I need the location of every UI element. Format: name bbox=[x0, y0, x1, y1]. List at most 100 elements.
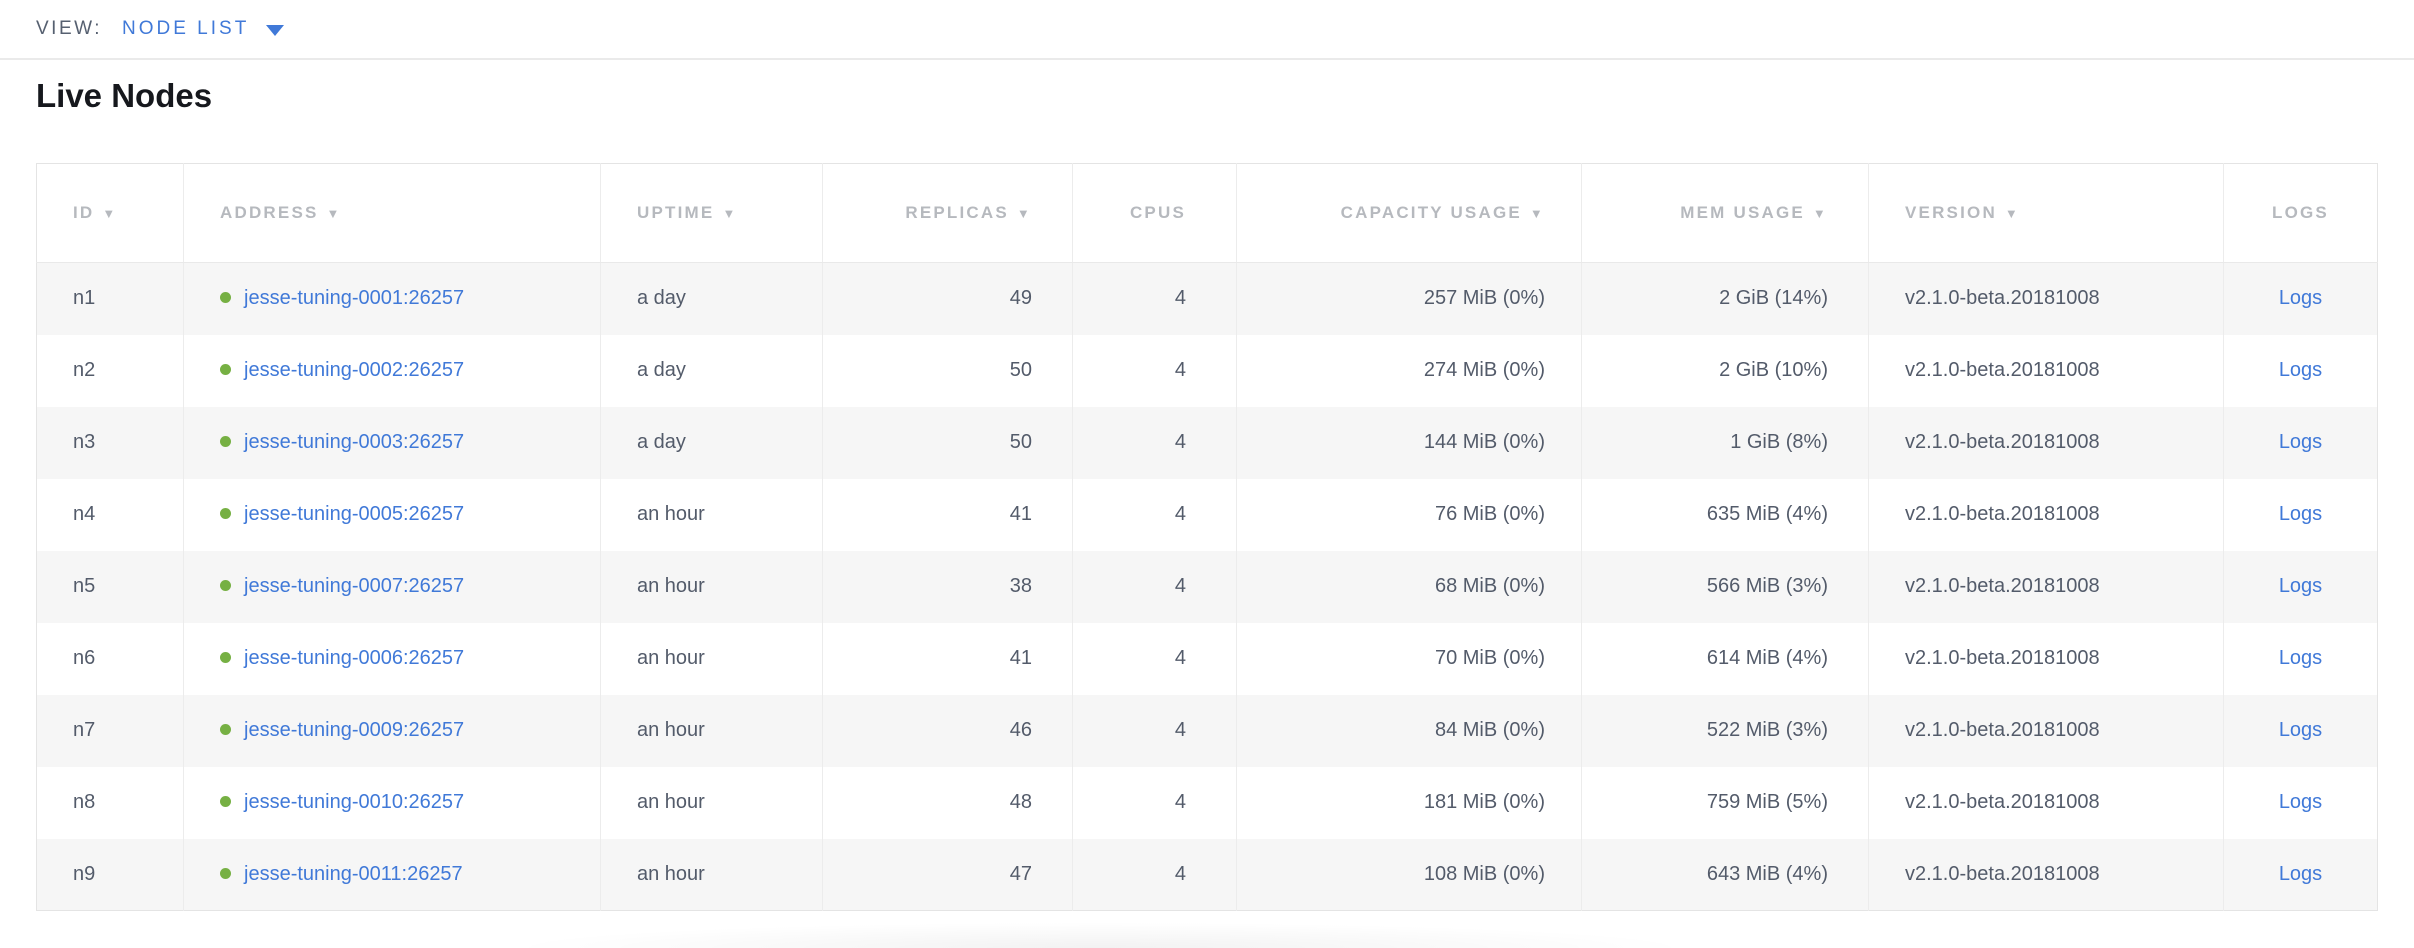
cell-mem: 566 MiB (3%) bbox=[1581, 550, 1869, 623]
cell-id: n9 bbox=[36, 838, 184, 911]
below-fold-shadow bbox=[500, 922, 1700, 948]
healthy-status-icon bbox=[220, 292, 231, 304]
logs-link[interactable]: Logs bbox=[2278, 287, 2323, 310]
table-row: n9 jesse-tuning-0011:26257 an hour 47 4 108 M… bbox=[36, 838, 2378, 911]
col-header-label: ADDRESS bbox=[220, 203, 319, 222]
cell-replicas: 50 bbox=[822, 334, 1073, 407]
logs-link[interactable]: Logs bbox=[2278, 647, 2323, 669]
cell-version: v2.1.0-beta.20181008 bbox=[1868, 694, 2224, 767]
node-address-link[interactable]: jesse-tuning-0010:26257 bbox=[244, 791, 465, 813]
cell-uptime: a day bbox=[600, 406, 823, 479]
cell-uptime: a day bbox=[600, 262, 823, 335]
cell-logs: Logs bbox=[2224, 335, 2378, 407]
cell-version: v2.1.0-beta.20181008 bbox=[1868, 406, 2224, 479]
logs-link[interactable]: Logs bbox=[2278, 503, 2323, 525]
table-row: n1 jesse-tuning-0001:26257 a day 49 4 257 MiB… bbox=[36, 262, 2378, 335]
node-address-link[interactable]: jesse-tuning-0007:26257 bbox=[244, 575, 465, 597]
cell-version: v2.1.0-beta.20181008 bbox=[1868, 478, 2224, 551]
sort-arrow-icon: ▼ bbox=[722, 206, 738, 221]
healthy-status-icon bbox=[220, 508, 231, 519]
cell-capacity: 84 MiB (0%) bbox=[1236, 694, 1582, 767]
live-nodes-table: ID ▼ ADDRESS ▼ UPTIME ▼ REPLICAS ▼ CPUS CAPACITY … bbox=[36, 163, 2378, 911]
logs-link[interactable]: Logs bbox=[2278, 791, 2323, 813]
logs-link[interactable]: Logs bbox=[2278, 575, 2323, 597]
cell-replicas: 48 bbox=[822, 766, 1073, 839]
logs-link[interactable]: Logs bbox=[2278, 719, 2323, 741]
cell-replicas: 41 bbox=[822, 622, 1073, 695]
cell-address: jesse-tuning-0003:26257 bbox=[183, 406, 601, 479]
col-header-label: MEM USAGE bbox=[1680, 203, 1805, 222]
table-header-row: ID ▼ ADDRESS ▼ UPTIME ▼ REPLICAS ▼ CPUS CAPACITY … bbox=[36, 163, 2378, 263]
col-header-label: CPUS bbox=[1129, 203, 1186, 222]
cell-logs: Logs bbox=[2224, 839, 2378, 911]
healthy-status-icon bbox=[220, 796, 231, 807]
node-address-link[interactable]: jesse-tuning-0005:26257 bbox=[244, 503, 465, 525]
cell-mem: 759 MiB (5%) bbox=[1581, 766, 1869, 839]
cell-capacity: 70 MiB (0%) bbox=[1236, 622, 1582, 695]
col-header-logs: LOGS bbox=[2223, 163, 2378, 263]
cell-mem: 614 MiB (4%) bbox=[1581, 622, 1869, 695]
cell-cpus: 4 bbox=[1072, 622, 1237, 695]
col-header-cpus: CPUS bbox=[1072, 163, 1237, 263]
cell-id: n4 bbox=[36, 478, 184, 551]
col-header-replicas[interactable]: REPLICAS ▼ bbox=[822, 163, 1073, 263]
cell-address: jesse-tuning-0009:26257 bbox=[183, 694, 601, 767]
cell-replicas: 38 bbox=[822, 550, 1073, 623]
logs-link[interactable]: Logs bbox=[2278, 359, 2323, 381]
table-row: n3 jesse-tuning-0003:26257 a day 50 4 144 MiB… bbox=[36, 406, 2378, 479]
table-row: n6 jesse-tuning-0006:26257 an hour 41 4 70 Mi… bbox=[36, 622, 2378, 695]
cell-replicas: 49 bbox=[822, 262, 1073, 335]
table-row: n5 jesse-tuning-0007:26257 an hour 38 4 68 Mi… bbox=[36, 550, 2378, 623]
cell-logs: Logs bbox=[2224, 695, 2378, 767]
col-header-uptime[interactable]: UPTIME ▼ bbox=[600, 163, 823, 263]
logs-link[interactable]: Logs bbox=[2278, 862, 2323, 885]
cell-capacity: 68 MiB (0%) bbox=[1236, 550, 1582, 623]
cell-uptime: an hour bbox=[600, 622, 823, 695]
col-header-address[interactable]: ADDRESS ▼ bbox=[183, 163, 601, 263]
node-address-link[interactable]: jesse-tuning-0009:26257 bbox=[244, 719, 465, 741]
cell-cpus: 4 bbox=[1072, 478, 1237, 551]
cell-uptime: an hour bbox=[600, 550, 823, 623]
table-row: n8 jesse-tuning-0010:26257 an hour 48 4 181 M… bbox=[36, 766, 2378, 839]
view-selector-dropdown[interactable]: NODE LIST bbox=[122, 18, 285, 40]
healthy-status-icon bbox=[220, 652, 231, 663]
cell-replicas: 41 bbox=[822, 478, 1073, 551]
cell-cpus: 4 bbox=[1072, 334, 1237, 407]
col-header-id[interactable]: ID ▼ bbox=[36, 163, 184, 263]
cell-address: jesse-tuning-0006:26257 bbox=[183, 622, 601, 695]
view-bar: VIEW: NODE LIST bbox=[0, 0, 2414, 60]
cell-id: n8 bbox=[36, 766, 184, 839]
cell-version: v2.1.0-beta.20181008 bbox=[1868, 766, 2224, 839]
col-header-mem[interactable]: MEM USAGE ▼ bbox=[1581, 163, 1869, 263]
cell-id: n5 bbox=[36, 550, 184, 623]
cell-version: v2.1.0-beta.20181008 bbox=[1868, 262, 2224, 335]
sort-arrow-icon: ▼ bbox=[1016, 206, 1032, 221]
col-header-label: VERSION bbox=[1905, 203, 1997, 222]
cell-version: v2.1.0-beta.20181008 bbox=[1868, 838, 2224, 911]
node-address-link[interactable]: jesse-tuning-0011:26257 bbox=[244, 862, 463, 885]
sort-arrow-icon: ▼ bbox=[326, 206, 342, 221]
page-title: Live Nodes bbox=[36, 77, 213, 114]
logs-link[interactable]: Logs bbox=[2278, 431, 2323, 453]
col-header-label: REPLICAS bbox=[905, 203, 1009, 222]
cell-logs: Logs bbox=[2224, 767, 2378, 839]
view-label: VIEW: bbox=[36, 18, 102, 39]
cell-uptime: an hour bbox=[600, 838, 823, 911]
cell-cpus: 4 bbox=[1072, 694, 1237, 767]
cell-logs: Logs bbox=[2224, 551, 2378, 623]
col-header-capacity[interactable]: CAPACITY USAGE ▼ bbox=[1236, 163, 1582, 263]
cell-version: v2.1.0-beta.20181008 bbox=[1868, 550, 2224, 623]
node-address-link[interactable]: jesse-tuning-0002:26257 bbox=[244, 359, 465, 381]
node-address-link[interactable]: jesse-tuning-0001:26257 bbox=[244, 287, 465, 310]
cell-uptime: an hour bbox=[600, 478, 823, 551]
cell-replicas: 50 bbox=[822, 406, 1073, 479]
healthy-status-icon bbox=[220, 436, 231, 447]
cell-replicas: 47 bbox=[822, 838, 1073, 911]
cell-version: v2.1.0-beta.20181008 bbox=[1868, 334, 2224, 407]
node-address-link[interactable]: jesse-tuning-0003:26257 bbox=[244, 431, 465, 453]
node-address-link[interactable]: jesse-tuning-0006:26257 bbox=[244, 647, 465, 669]
cell-capacity: 274 MiB (0%) bbox=[1236, 334, 1582, 407]
cell-id: n1 bbox=[36, 262, 184, 335]
live-nodes-section: Live Nodes ID ▼ ADDRESS ▼ UPTIME ▼ REPLICAS ▼ CP… bbox=[0, 75, 2414, 911]
col-header-version[interactable]: VERSION ▼ bbox=[1868, 163, 2224, 263]
